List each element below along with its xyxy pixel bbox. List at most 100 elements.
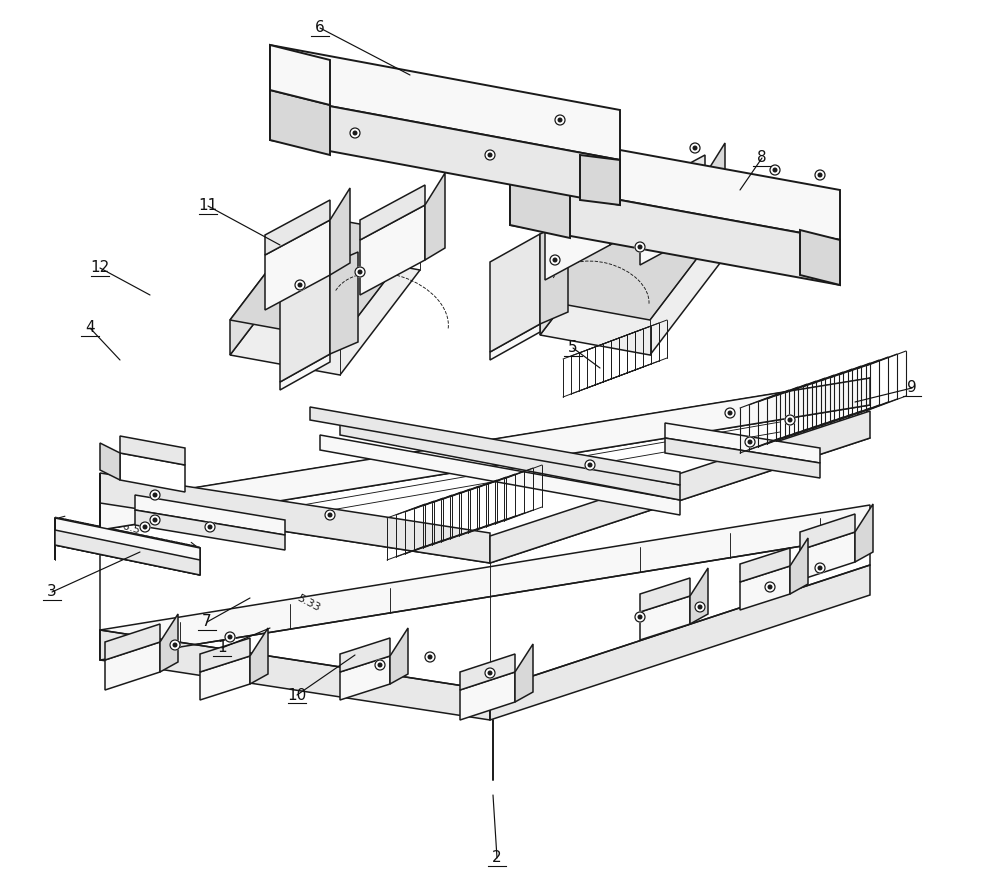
Polygon shape [740,566,790,610]
Circle shape [298,283,302,287]
Circle shape [693,147,697,150]
Polygon shape [340,656,390,700]
Circle shape [150,515,160,525]
Circle shape [728,411,732,415]
Polygon shape [280,264,330,382]
Polygon shape [510,130,840,240]
Polygon shape [540,195,730,320]
Circle shape [295,280,305,290]
Polygon shape [160,614,178,672]
Circle shape [328,513,332,517]
Polygon shape [230,215,420,340]
Circle shape [815,563,825,573]
Polygon shape [545,190,610,280]
Text: 76.5: 76.5 [115,520,141,536]
Polygon shape [705,143,725,230]
Circle shape [488,153,492,157]
Text: 9: 9 [907,381,917,396]
Polygon shape [265,200,330,255]
Circle shape [725,408,735,418]
Polygon shape [510,175,570,238]
Circle shape [818,173,822,177]
Polygon shape [230,250,420,375]
Polygon shape [340,420,680,500]
Text: 1: 1 [217,640,227,655]
Polygon shape [360,205,425,295]
Circle shape [485,150,495,160]
Polygon shape [100,443,120,480]
Text: 4: 4 [85,321,95,336]
Polygon shape [510,180,840,285]
Polygon shape [320,435,680,515]
Circle shape [143,525,147,529]
Circle shape [748,441,752,444]
Text: 11: 11 [198,199,218,214]
Circle shape [773,168,777,172]
Circle shape [770,165,780,175]
Circle shape [228,635,232,638]
Polygon shape [270,90,330,155]
Polygon shape [280,354,330,390]
Polygon shape [665,438,820,478]
Polygon shape [340,638,390,672]
Polygon shape [580,155,620,205]
Polygon shape [460,672,515,720]
Circle shape [698,605,702,608]
Polygon shape [270,95,620,205]
Text: 8: 8 [757,150,767,165]
Circle shape [428,655,432,659]
Circle shape [225,632,235,642]
Polygon shape [105,624,160,660]
Polygon shape [120,453,185,492]
Polygon shape [460,654,515,690]
Circle shape [550,255,560,265]
Polygon shape [310,407,680,485]
Text: 7: 7 [202,615,212,630]
Polygon shape [640,578,690,612]
Text: 12: 12 [90,260,110,275]
Polygon shape [120,436,185,465]
Circle shape [588,464,592,467]
Circle shape [745,437,755,447]
Polygon shape [55,518,200,575]
Circle shape [350,128,360,138]
Circle shape [488,671,492,675]
Circle shape [558,118,562,122]
Circle shape [353,132,357,135]
Circle shape [638,245,642,249]
Polygon shape [425,173,445,260]
Polygon shape [800,514,855,550]
Polygon shape [270,45,620,160]
Circle shape [635,242,645,252]
Circle shape [378,663,382,667]
Polygon shape [515,644,533,702]
Polygon shape [545,170,610,225]
Polygon shape [610,158,630,245]
Circle shape [205,522,215,532]
Polygon shape [490,565,870,720]
Polygon shape [540,230,730,355]
Circle shape [358,270,362,274]
Circle shape [788,419,792,422]
Text: 3: 3 [47,585,57,600]
Circle shape [153,494,157,497]
Polygon shape [640,175,705,265]
Polygon shape [230,215,310,355]
Circle shape [585,460,595,470]
Text: 6: 6 [315,20,325,35]
Circle shape [635,612,645,622]
Polygon shape [360,185,425,240]
Polygon shape [740,548,790,582]
Polygon shape [100,473,490,563]
Circle shape [638,615,642,619]
Circle shape [355,267,365,277]
Circle shape [325,510,335,520]
Polygon shape [200,638,250,672]
Polygon shape [855,504,873,562]
Text: 10: 10 [287,688,307,703]
Polygon shape [490,324,540,360]
Circle shape [170,640,180,650]
Polygon shape [135,510,285,550]
Polygon shape [250,628,268,684]
Circle shape [485,668,495,678]
